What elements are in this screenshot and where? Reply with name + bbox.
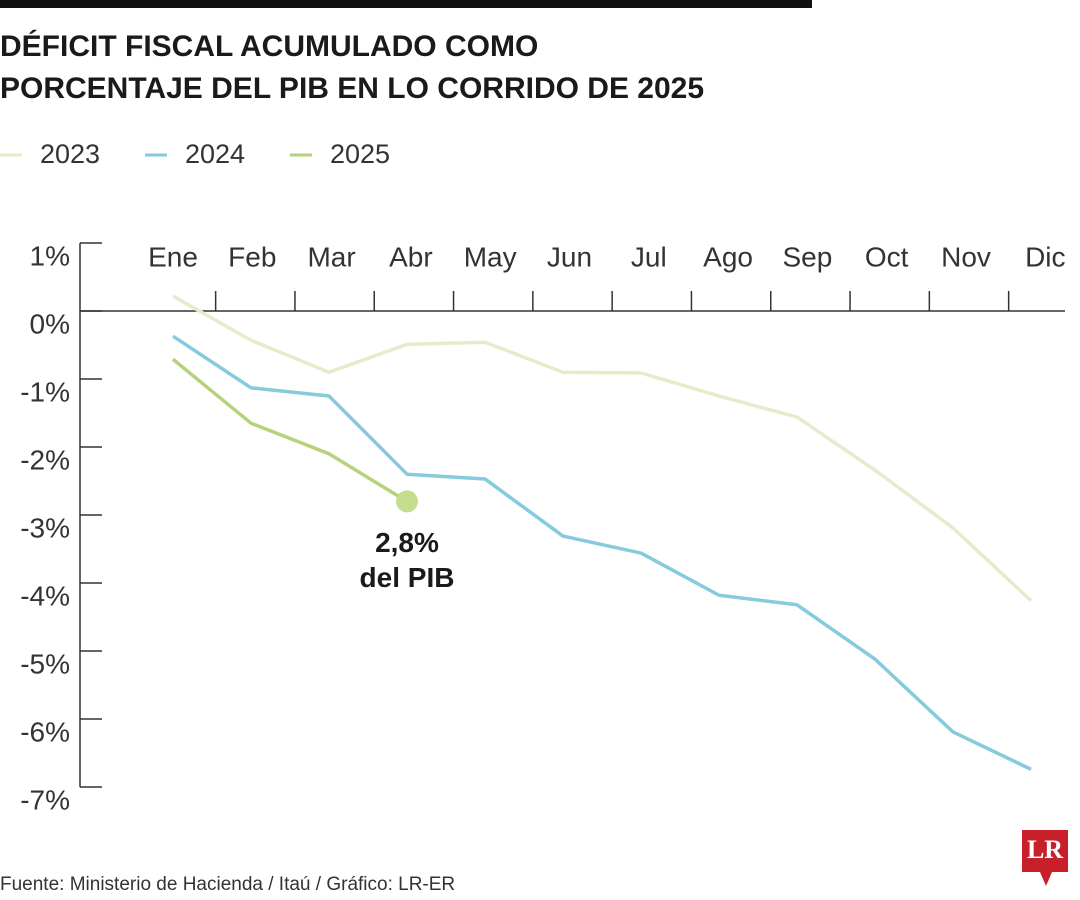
legend-label: 2023 xyxy=(40,139,100,169)
y-tick-label: -5% xyxy=(20,648,70,679)
x-tick-label: May xyxy=(464,241,517,272)
chart-title: DÉFICIT FISCAL ACUMULADO COMO xyxy=(0,29,538,63)
y-tick-label: -4% xyxy=(20,580,70,611)
legend-label: 2025 xyxy=(330,139,390,169)
y-tick-label: 1% xyxy=(30,240,70,271)
x-tick-label: Mar xyxy=(307,241,355,272)
y-tick-label: -2% xyxy=(20,444,70,475)
series-line xyxy=(172,334,1032,771)
y-tick-label: -1% xyxy=(20,376,70,407)
source: Fuente: Ministerio de Hacienda / Itaú / … xyxy=(0,874,455,895)
annotation: 2,8% xyxy=(375,527,439,558)
logo-badge xyxy=(1022,830,1068,886)
x-tick-label: Jun xyxy=(547,241,592,272)
top-bar xyxy=(0,0,812,8)
y-tick-label: -3% xyxy=(20,512,70,543)
x-tick-label: Ene xyxy=(148,241,198,272)
chart-title: PORCENTAJE DEL PIB EN LO CORRIDO DE 2025 xyxy=(0,72,704,105)
x-tick-label: Feb xyxy=(228,241,276,272)
x-tick-label: Jul xyxy=(631,241,667,272)
highlight-marker xyxy=(396,490,418,513)
x-tick-label: Ago xyxy=(703,241,753,272)
x-tick-label: Sep xyxy=(782,241,832,272)
y-tick-label: -7% xyxy=(20,784,70,815)
x-tick-label: Dic xyxy=(1025,241,1065,272)
logo: LR xyxy=(1022,830,1068,886)
x-tick-label: Nov xyxy=(941,241,991,272)
annotation: del PIB xyxy=(360,562,455,593)
series-line xyxy=(172,294,1033,602)
y-tick-label: 0% xyxy=(30,308,70,339)
logo-text: LR xyxy=(1027,835,1063,864)
series-line xyxy=(171,357,408,503)
x-tick-label: Oct xyxy=(865,241,909,272)
legend-label: 2024 xyxy=(185,139,245,169)
y-tick-label: -6% xyxy=(20,716,70,747)
x-tick-label: Abr xyxy=(389,241,433,272)
